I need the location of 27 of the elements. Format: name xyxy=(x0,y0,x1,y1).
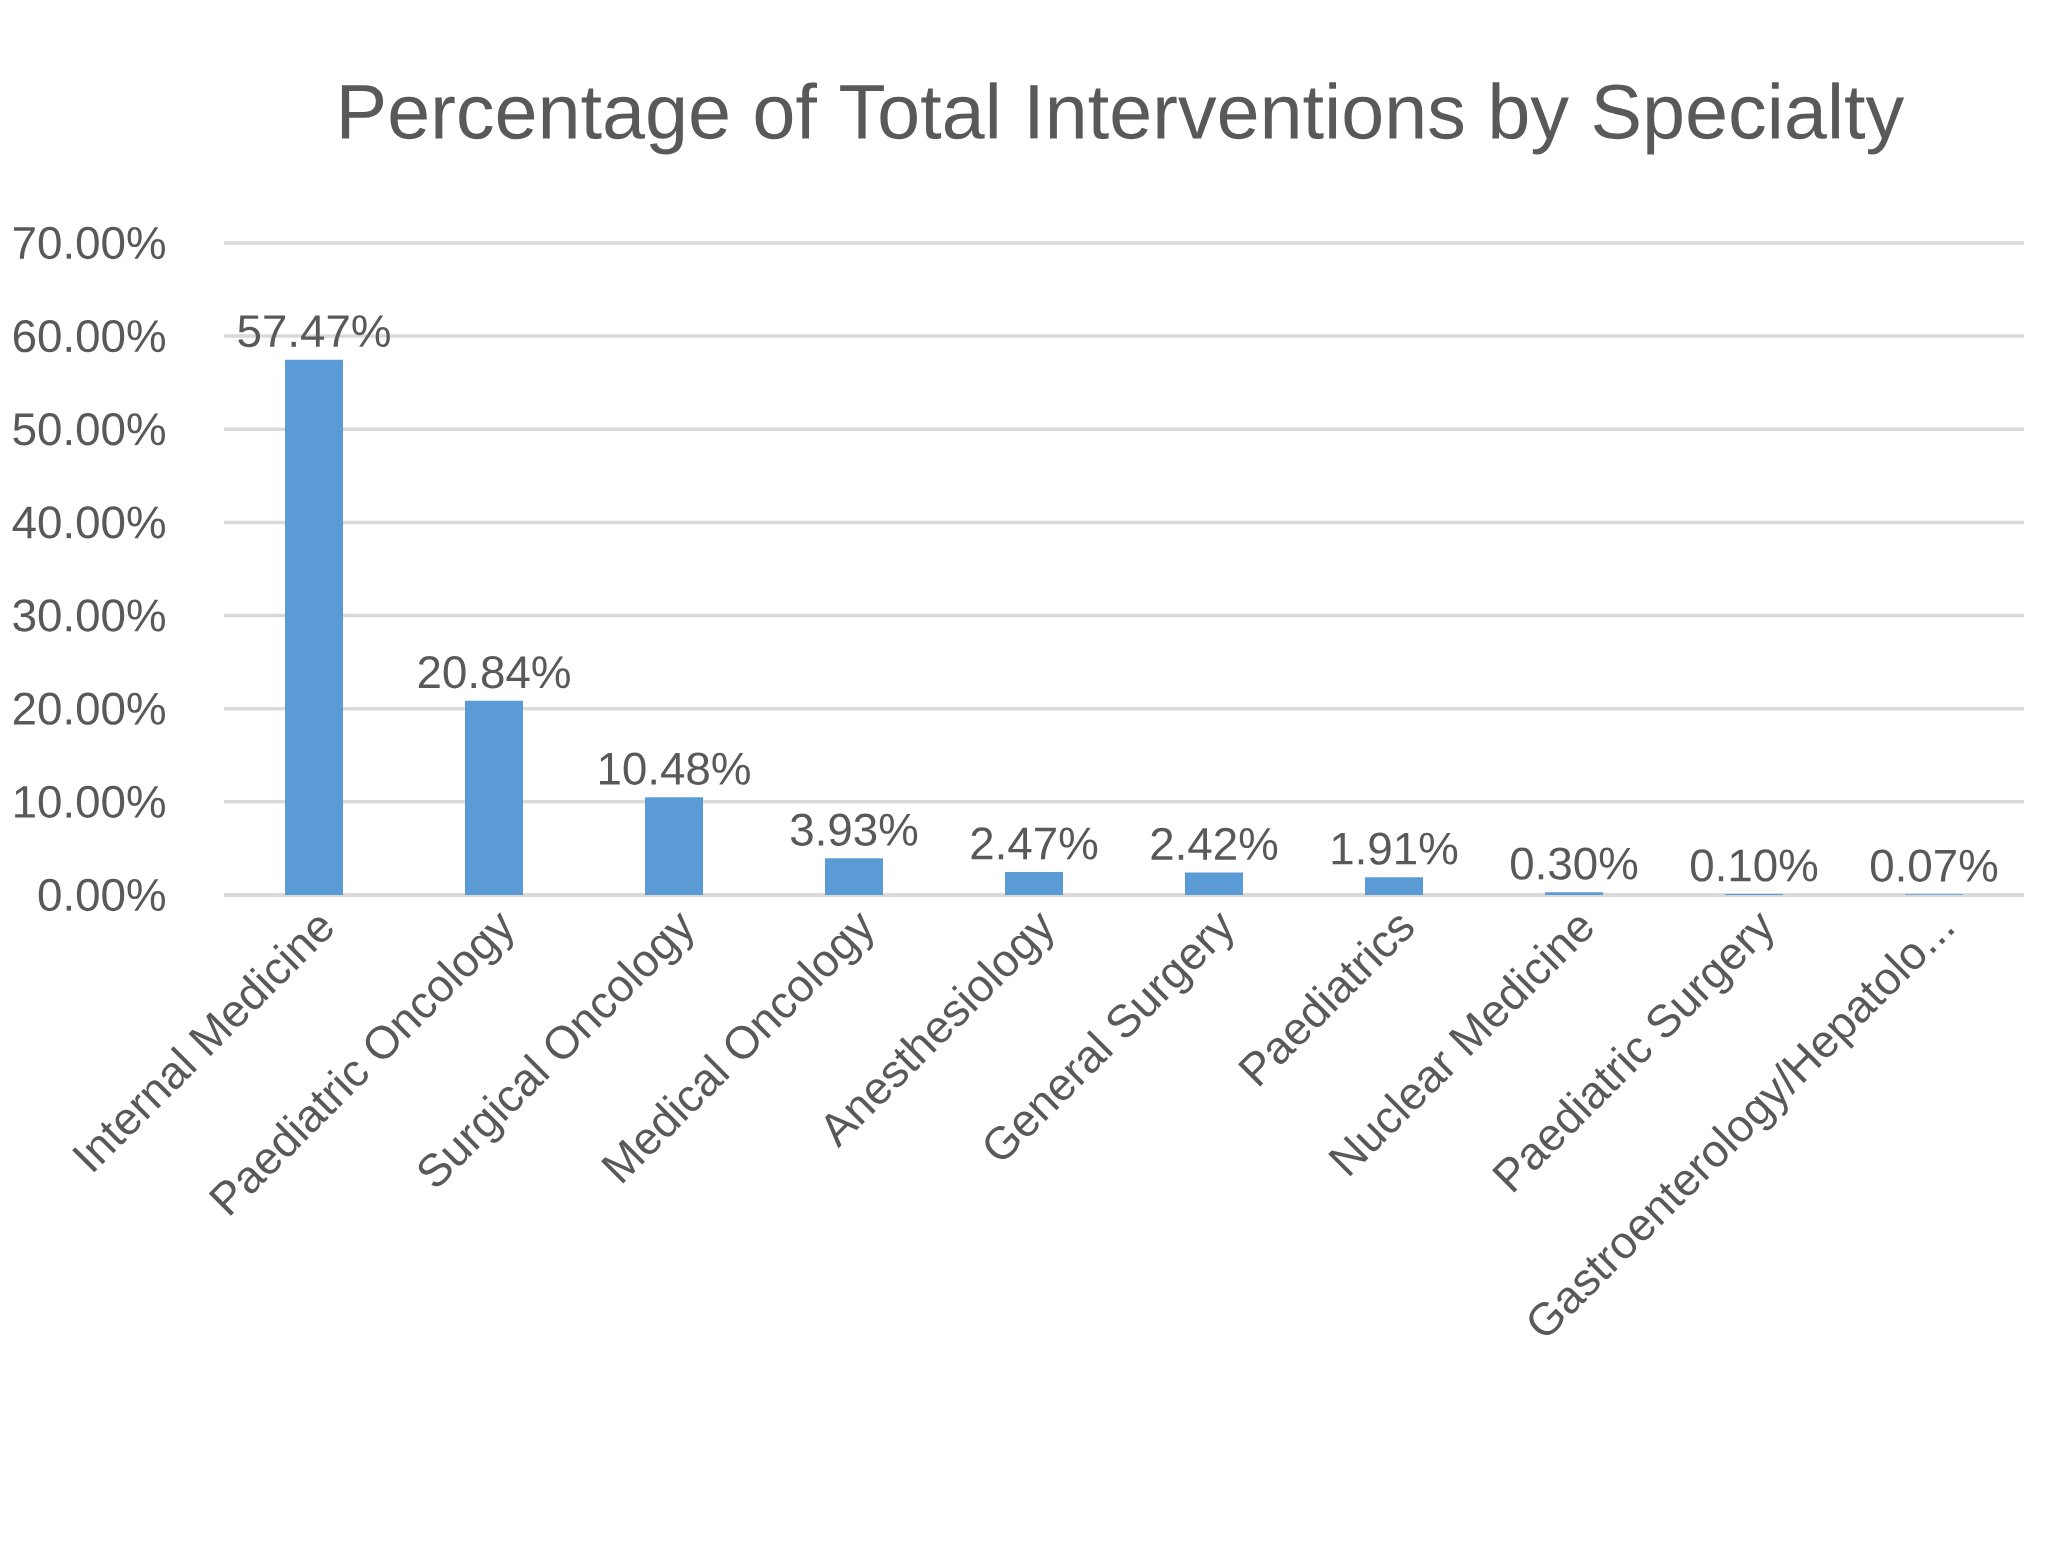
y-tick-label: 50.00% xyxy=(13,413,165,446)
data-label: 0.07% xyxy=(1870,849,1998,882)
y-tick-label: 30.00% xyxy=(13,599,165,632)
bar xyxy=(1185,872,1243,895)
bar xyxy=(825,858,883,895)
y-tick-label: 40.00% xyxy=(12,506,165,539)
data-label: 3.93% xyxy=(790,813,918,846)
y-tick-label: 0.00% xyxy=(38,878,165,912)
data-label: 2.42% xyxy=(1151,827,1278,861)
bar xyxy=(1005,871,1063,895)
data-label: 57.47% xyxy=(238,315,390,348)
data-label: 10.48% xyxy=(599,752,750,785)
y-tick-label: 10.00% xyxy=(15,785,165,819)
data-label: 1.91% xyxy=(1332,832,1458,865)
data-label: 2.47% xyxy=(971,827,1098,860)
bar xyxy=(465,700,524,895)
data-label: 20.84% xyxy=(418,656,570,689)
bar xyxy=(1544,892,1603,895)
data-label: 0.10% xyxy=(1690,849,1818,882)
bar xyxy=(645,797,703,895)
bar xyxy=(1364,877,1423,895)
bar xyxy=(285,359,344,895)
data-label: 0.30% xyxy=(1510,847,1638,880)
y-tick-label: 20.00% xyxy=(13,692,165,725)
y-tick-label: 70.00% xyxy=(14,226,165,260)
y-tick-label: 60.00% xyxy=(13,319,165,353)
chart-title: Percentage of Total Interventions by Specialty xyxy=(341,82,1905,155)
